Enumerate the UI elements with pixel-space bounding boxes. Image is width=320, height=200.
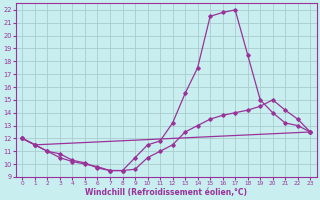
X-axis label: Windchill (Refroidissement éolien,°C): Windchill (Refroidissement éolien,°C) — [85, 188, 247, 197]
